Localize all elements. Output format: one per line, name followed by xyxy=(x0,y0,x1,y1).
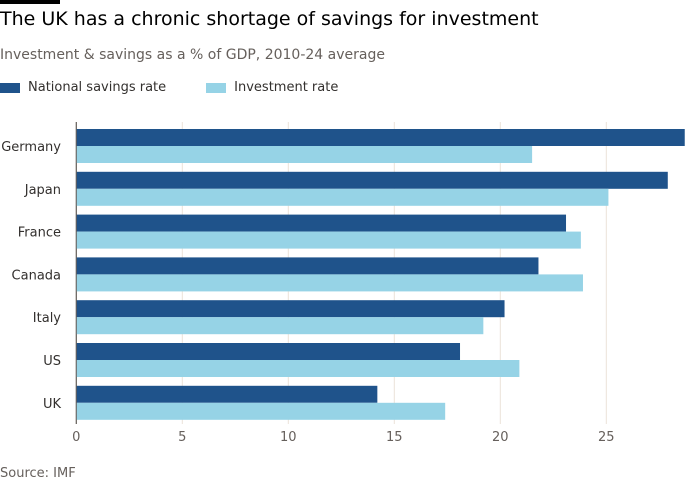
bar-savings-uk xyxy=(76,385,378,403)
x-tick-label: 20 xyxy=(492,430,509,445)
chart-title: The UK has a chronic shortage of savings… xyxy=(0,8,539,30)
category-label: Japan xyxy=(24,183,61,198)
x-tick-label: 15 xyxy=(386,430,403,445)
bar-investment-uk xyxy=(76,402,446,420)
category-label: Canada xyxy=(12,268,61,283)
bar-savings-canada xyxy=(76,257,539,275)
x-tick-label: 5 xyxy=(178,430,186,445)
chart-subtitle: Investment & savings as a % of GDP, 2010… xyxy=(0,47,385,63)
legend-swatch-savings xyxy=(0,82,20,93)
legend-item-savings: National savings rate xyxy=(0,80,166,95)
category-label: Germany xyxy=(1,140,61,155)
bar-investment-us xyxy=(76,360,520,377)
bar-savings-france xyxy=(76,214,567,232)
x-tick-label: 25 xyxy=(598,430,615,445)
legend: National savings rate Investment rate xyxy=(0,80,338,95)
bar-investment-france xyxy=(76,231,581,249)
category-label: Italy xyxy=(33,311,62,326)
legend-label-investment: Investment rate xyxy=(234,80,339,95)
bar-investment-italy xyxy=(76,317,484,335)
legend-swatch-investment xyxy=(206,82,227,93)
bar-investment-germany xyxy=(76,146,533,163)
category-label: UK xyxy=(43,397,62,412)
bar-savings-japan xyxy=(76,171,668,189)
bar-savings-us xyxy=(76,343,461,360)
legend-label-savings: National savings rate xyxy=(28,80,167,95)
brand-bar xyxy=(0,0,60,4)
bar-investment-japan xyxy=(76,188,609,206)
x-tick-label: 0 xyxy=(72,430,80,445)
category-label: France xyxy=(18,226,61,241)
bar-investment-canada xyxy=(76,274,583,292)
bar-savings-italy xyxy=(76,300,505,318)
legend-item-investment: Investment rate xyxy=(206,80,338,95)
source-note: Source: IMF xyxy=(0,466,76,481)
bar-savings-germany xyxy=(76,129,685,146)
category-label: US xyxy=(43,354,61,369)
x-tick-label: 10 xyxy=(280,430,297,445)
